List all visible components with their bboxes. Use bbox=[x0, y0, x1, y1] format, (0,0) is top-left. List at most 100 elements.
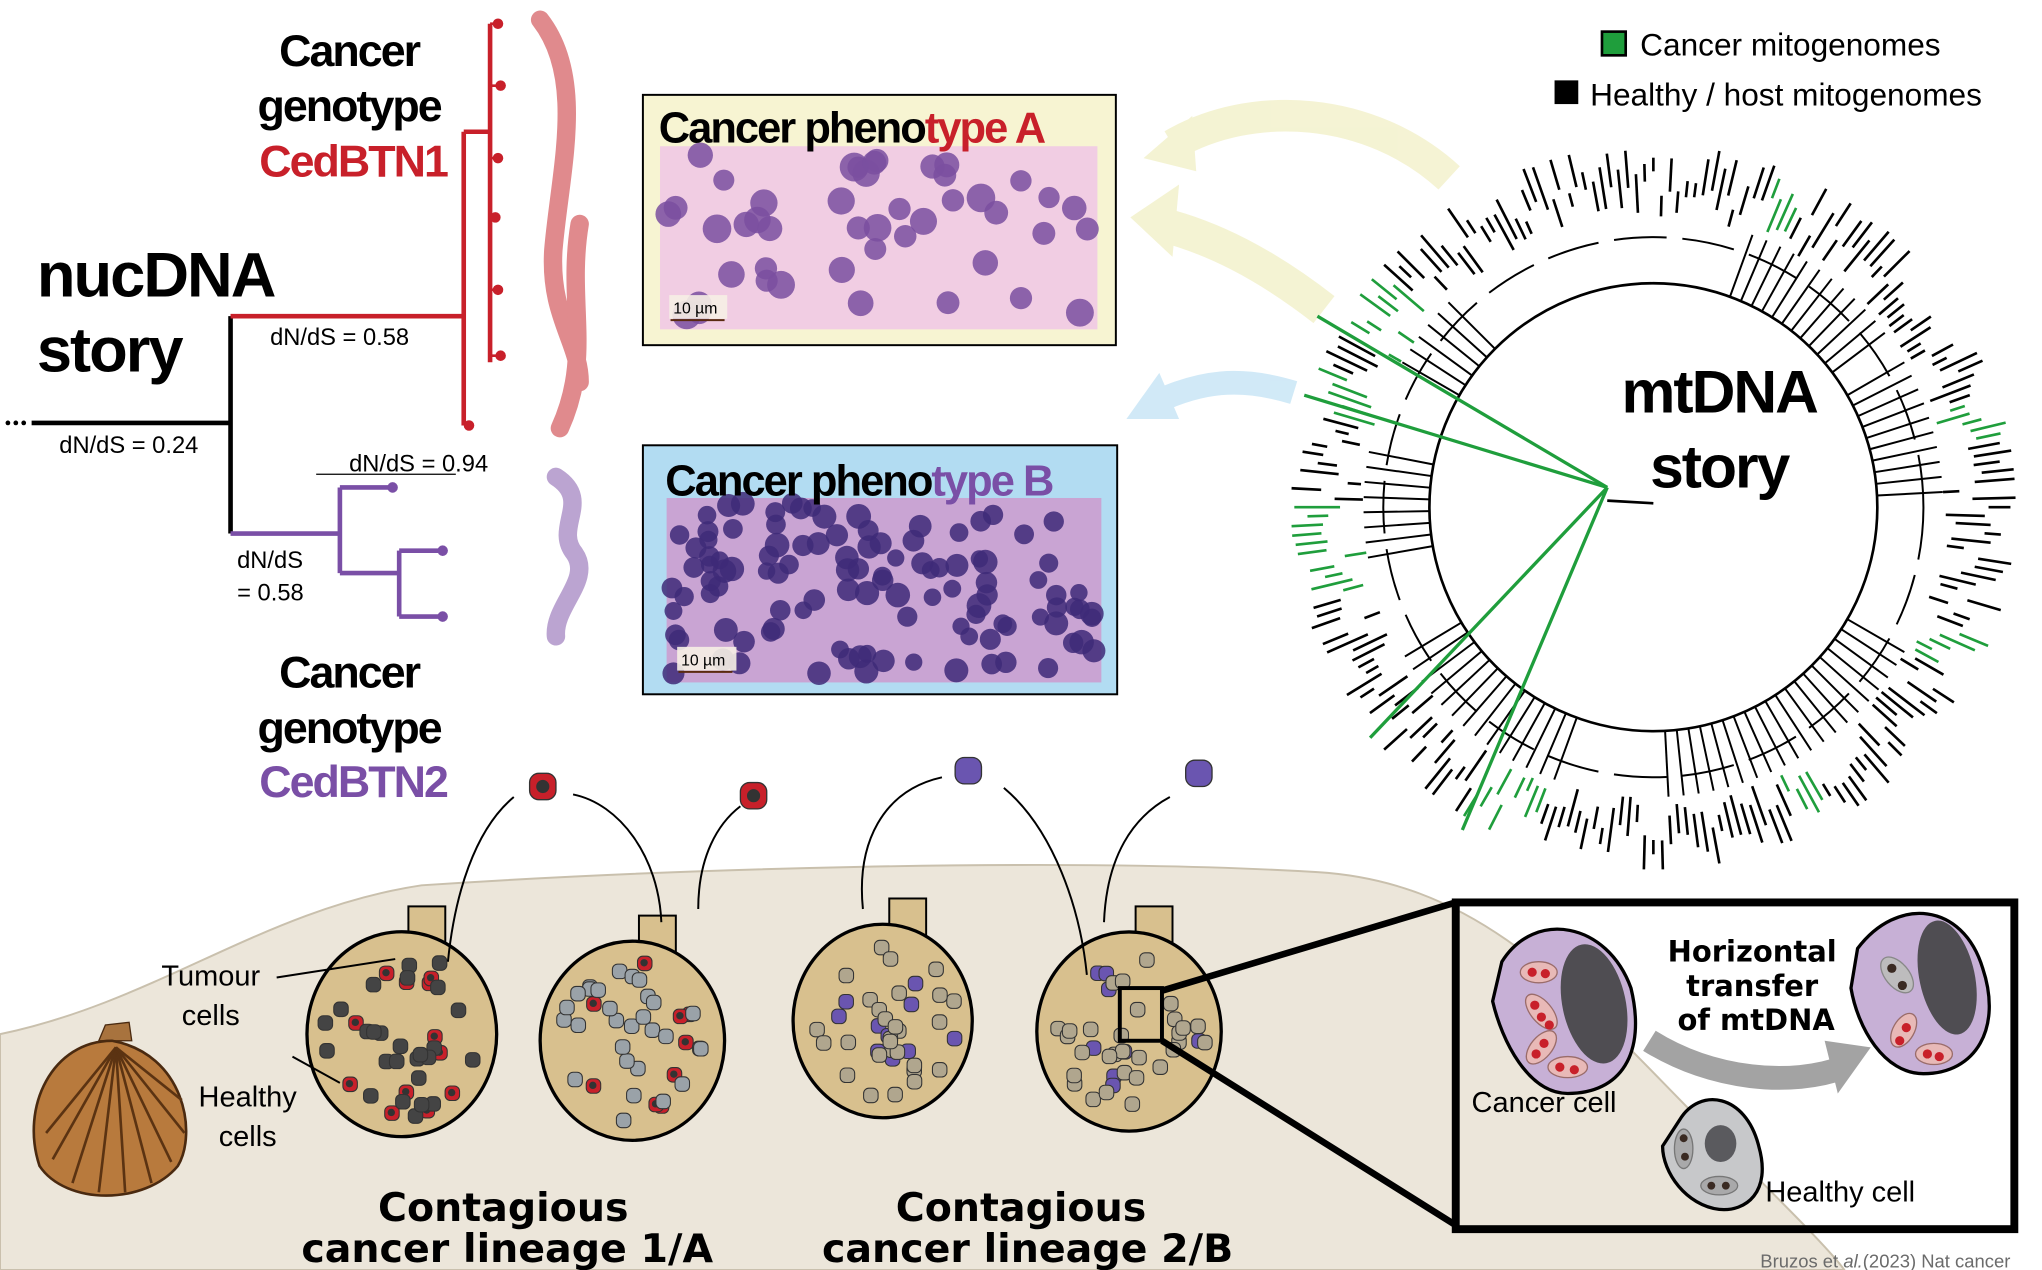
scallop bbox=[305, 905, 499, 1139]
tree-branch bbox=[1819, 656, 1870, 702]
cockle-shell bbox=[32, 1021, 188, 1197]
tree-tip bbox=[1981, 468, 2014, 475]
tree-tip bbox=[1337, 345, 1379, 368]
healthy-cell bbox=[1197, 1034, 1213, 1051]
tree-arc bbox=[1382, 236, 1925, 779]
tree-tip bbox=[1841, 220, 1863, 248]
nucleus bbox=[970, 550, 989, 568]
tree-tip bbox=[1422, 722, 1438, 739]
tree-branch bbox=[1367, 545, 1433, 559]
tree-tip bbox=[1318, 367, 1348, 382]
tree-tip bbox=[1332, 363, 1354, 375]
tree-tip bbox=[1333, 411, 1375, 426]
tree-tip bbox=[1431, 768, 1454, 796]
tree-tip bbox=[1370, 278, 1398, 301]
tree-branch bbox=[1440, 659, 1491, 706]
healthy-cell bbox=[1074, 1044, 1091, 1061]
nucleus bbox=[966, 183, 996, 213]
tree-tip bbox=[1951, 537, 1991, 544]
nucleus bbox=[1038, 186, 1060, 209]
tree-branch bbox=[1790, 278, 1833, 332]
nucleus bbox=[836, 578, 860, 602]
healthy-cell bbox=[693, 1041, 709, 1057]
tree-tip bbox=[1916, 640, 1933, 651]
tree-tip bbox=[1910, 349, 1926, 360]
tree-branch bbox=[1761, 253, 1795, 312]
tree-tip bbox=[1344, 551, 1367, 558]
tree-branch bbox=[1793, 680, 1837, 734]
inset-panel: Horizontal transfer of mtDNA Cancer cell… bbox=[1117, 898, 2019, 1234]
cell-nucleus bbox=[345, 1079, 354, 1088]
tree-branch bbox=[1774, 694, 1813, 751]
tree-tip bbox=[1700, 811, 1710, 852]
tree-tip bbox=[1485, 217, 1496, 233]
nucleus bbox=[1044, 611, 1069, 636]
tree-tip bbox=[1591, 181, 1600, 212]
tree-tip bbox=[1936, 614, 1964, 628]
tree-branch bbox=[1764, 700, 1800, 759]
phenotype-b-panel: Cancer phenotype B 10 µm bbox=[641, 444, 1119, 696]
tree-tip bbox=[1959, 632, 1989, 648]
tree-branch bbox=[1824, 320, 1877, 365]
nucleus bbox=[717, 493, 741, 517]
healthy-cell bbox=[388, 1053, 405, 1070]
tree-tip bbox=[1780, 774, 1791, 792]
tree-tip bbox=[1324, 572, 1343, 579]
tree-branch bbox=[1404, 621, 1462, 658]
tree-tip bbox=[1540, 803, 1550, 825]
tree-tip bbox=[1618, 796, 1625, 826]
healthy-cell bbox=[891, 985, 907, 1001]
tree-tip bbox=[1849, 763, 1865, 783]
healthy-cell bbox=[931, 1062, 948, 1078]
tree-tip bbox=[1975, 432, 2001, 440]
tree-branch bbox=[1368, 450, 1434, 466]
healthy-cell bbox=[674, 1076, 691, 1092]
healthy-cell bbox=[840, 1034, 857, 1051]
nucleus bbox=[710, 551, 729, 570]
healthy-cell bbox=[363, 1088, 379, 1104]
tree-branch bbox=[1750, 246, 1782, 307]
tree-branch bbox=[1412, 631, 1469, 671]
tree-branch bbox=[1808, 298, 1856, 347]
tree-branch bbox=[1869, 431, 1934, 451]
tree-tip bbox=[1616, 169, 1624, 209]
nucleus bbox=[871, 569, 894, 592]
healthy-cell bbox=[365, 976, 382, 993]
tree-tip bbox=[1871, 703, 1898, 728]
tree-tip bbox=[1311, 616, 1341, 630]
tree-tip bbox=[1634, 174, 1640, 213]
tree-tip bbox=[1479, 786, 1493, 808]
healthy-cell bbox=[871, 1047, 888, 1063]
cell-nucleus bbox=[387, 1108, 395, 1117]
nucleus bbox=[661, 577, 683, 599]
tree-tip bbox=[1440, 244, 1459, 267]
recipient-cell bbox=[1849, 911, 1991, 1076]
tree-tip bbox=[1398, 265, 1413, 279]
tree-branch bbox=[1437, 312, 1488, 359]
healthy-cell bbox=[319, 1043, 335, 1059]
healthy-cell bbox=[809, 1021, 825, 1038]
nucleus bbox=[894, 225, 917, 248]
tree-branch bbox=[1771, 260, 1808, 318]
tree-tip bbox=[1715, 168, 1727, 211]
tree-tip bbox=[1984, 531, 2001, 536]
tree-arc bbox=[1428, 281, 1879, 733]
tree-tip bbox=[1359, 293, 1391, 318]
tree-branch bbox=[1831, 331, 1886, 374]
dnds-root: dN/dS = 0.24 bbox=[59, 433, 198, 459]
nucleus bbox=[923, 588, 942, 606]
healthy-cell bbox=[906, 1073, 923, 1090]
cell-nucleus bbox=[746, 789, 761, 803]
healthy-cell bbox=[430, 979, 446, 996]
nucleus bbox=[718, 261, 745, 288]
nucleus bbox=[697, 505, 717, 525]
label-pointers bbox=[276, 958, 396, 1084]
tree-tip bbox=[1357, 657, 1375, 669]
nucleus bbox=[1029, 571, 1048, 589]
scallops bbox=[305, 756, 1223, 1143]
tree-tip bbox=[1906, 342, 1922, 353]
scale-bar-b: 10 µm bbox=[681, 652, 725, 669]
legend-cancer: Cancer mitogenomes bbox=[1640, 26, 1940, 62]
tree-tip bbox=[1977, 557, 2012, 566]
transmission-arrow bbox=[861, 776, 943, 910]
